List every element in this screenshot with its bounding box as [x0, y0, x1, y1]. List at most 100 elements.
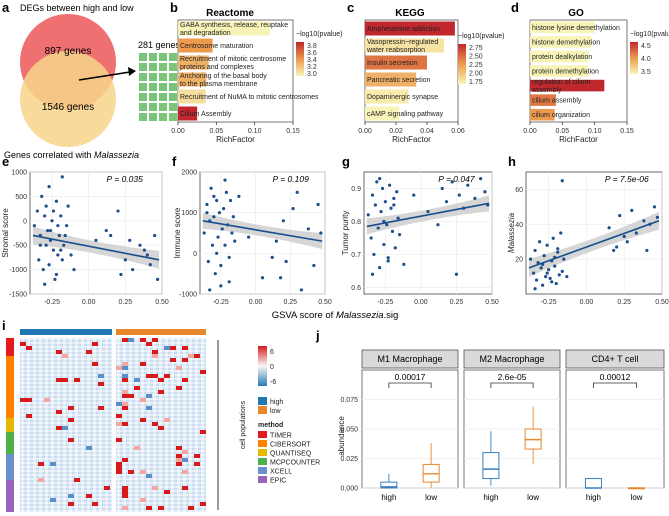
heat-cell — [56, 410, 62, 414]
data-point — [213, 272, 217, 276]
y-tick-label: 20 — [515, 257, 523, 264]
data-point — [538, 240, 542, 244]
heat-cell — [152, 486, 158, 490]
venn-arrow-head — [128, 67, 136, 76]
heat-cell — [38, 462, 44, 466]
heat-cell — [158, 390, 164, 394]
legend-title: −log10(pvalue) — [458, 33, 505, 40]
method-strip-segment — [6, 418, 14, 432]
data-point — [223, 243, 227, 247]
data-point — [44, 243, 48, 247]
data-point — [531, 271, 536, 275]
y-tick-label: 2000 — [181, 170, 197, 177]
data-point — [153, 233, 157, 238]
data-point — [466, 183, 470, 187]
y-tick-label: 0.050 — [340, 427, 358, 434]
heat-cell — [122, 378, 128, 382]
heat-cell — [176, 446, 182, 450]
data-point — [562, 257, 566, 261]
heat-cell — [74, 478, 80, 482]
data-point — [209, 186, 213, 190]
bar-label: Anchoring of the basal body — [180, 73, 267, 80]
data-point — [444, 200, 449, 204]
method-legend: TIMER CIBERSORT QUANTISEQ MCPCOUNTER XCELL EP… — [258, 431, 320, 485]
data-point — [306, 227, 310, 231]
heat-cell — [26, 346, 32, 350]
data-point — [397, 233, 402, 237]
legend-colorbar — [630, 42, 638, 74]
heat-cell — [188, 506, 194, 510]
facet-title: M1 Macrophage — [377, 354, 442, 364]
bar — [530, 108, 555, 121]
bar-label: proteins and complexes — [180, 64, 254, 71]
data-point — [612, 248, 616, 253]
box — [482, 452, 500, 480]
bar-label: Vasopressin−regulated — [367, 39, 438, 46]
bar-label: Pancreatic secretion — [367, 77, 431, 84]
data-point — [473, 196, 477, 200]
heat-cell — [116, 414, 122, 418]
gene-cell — [159, 113, 167, 121]
data-point — [378, 266, 382, 270]
method-swatch — [258, 467, 267, 474]
x-tick-label: 0.00 — [171, 128, 185, 135]
data-point — [72, 268, 76, 272]
data-point — [227, 255, 231, 259]
data-point — [50, 219, 54, 223]
data-point — [156, 277, 160, 281]
heat-cell — [176, 366, 182, 370]
bar — [365, 72, 417, 87]
heat-cell — [68, 418, 74, 422]
gene-cell — [169, 103, 177, 111]
data-point — [63, 233, 67, 238]
heat-cell — [134, 386, 140, 390]
bar — [178, 72, 207, 87]
bar — [365, 106, 400, 121]
data-point — [534, 278, 539, 282]
heat-cell — [122, 394, 128, 398]
venn-caption: Genes correlated with Malassezia — [4, 150, 139, 160]
heat-cell — [50, 462, 56, 466]
panel-i: i cell populations 6 0 -6 high low metho… — [2, 318, 320, 512]
data-point — [54, 272, 59, 277]
data-point — [559, 231, 563, 235]
y-tick-label: 0.075 — [340, 397, 358, 404]
y-tick-label: 500 — [15, 194, 27, 201]
data-point — [46, 228, 50, 233]
bar-label: cAMP signaling pathway — [367, 111, 444, 118]
data-point — [65, 224, 69, 228]
heat-cell — [152, 350, 158, 354]
data-point — [227, 280, 231, 284]
x-tick-label: low — [527, 493, 539, 502]
p-value: P = 0.047 — [438, 174, 475, 184]
method-label: QUANTISEQ — [270, 451, 312, 458]
heat-cell — [122, 486, 128, 490]
bar-label: Cilium Assembly — [180, 111, 232, 118]
data-point — [228, 198, 233, 203]
heat-cell — [62, 354, 68, 358]
heatmap-cells — [20, 338, 206, 510]
heat-cell — [152, 354, 158, 358]
data-point — [560, 179, 564, 183]
panel-a: a DEGs between high and low 897 genes 15… — [2, 0, 181, 160]
data-point — [60, 175, 64, 179]
data-point — [373, 203, 377, 207]
heat-cell — [176, 458, 182, 462]
data-point — [533, 248, 537, 253]
data-point — [62, 243, 66, 247]
method-swatch — [258, 440, 267, 447]
heat-cell — [176, 454, 182, 458]
bar-label: regulation of cilium — [532, 79, 591, 86]
panel-label-a: a — [2, 0, 10, 15]
malassezia-scatter: -0.25 0.00 0.25 0.50 60 40 20 P = 7.5e-06 Malass… — [507, 171, 669, 306]
data-point — [47, 185, 51, 189]
gene-cell — [139, 53, 147, 61]
y-tick-label: 1000 — [181, 210, 197, 217]
data-point — [94, 238, 98, 242]
panel-d-title: GO — [568, 8, 584, 19]
data-point — [542, 254, 546, 258]
heat-cell — [140, 338, 146, 342]
data-point — [557, 273, 561, 277]
y-tick-label: 0 — [193, 251, 197, 258]
data-point — [119, 272, 123, 277]
